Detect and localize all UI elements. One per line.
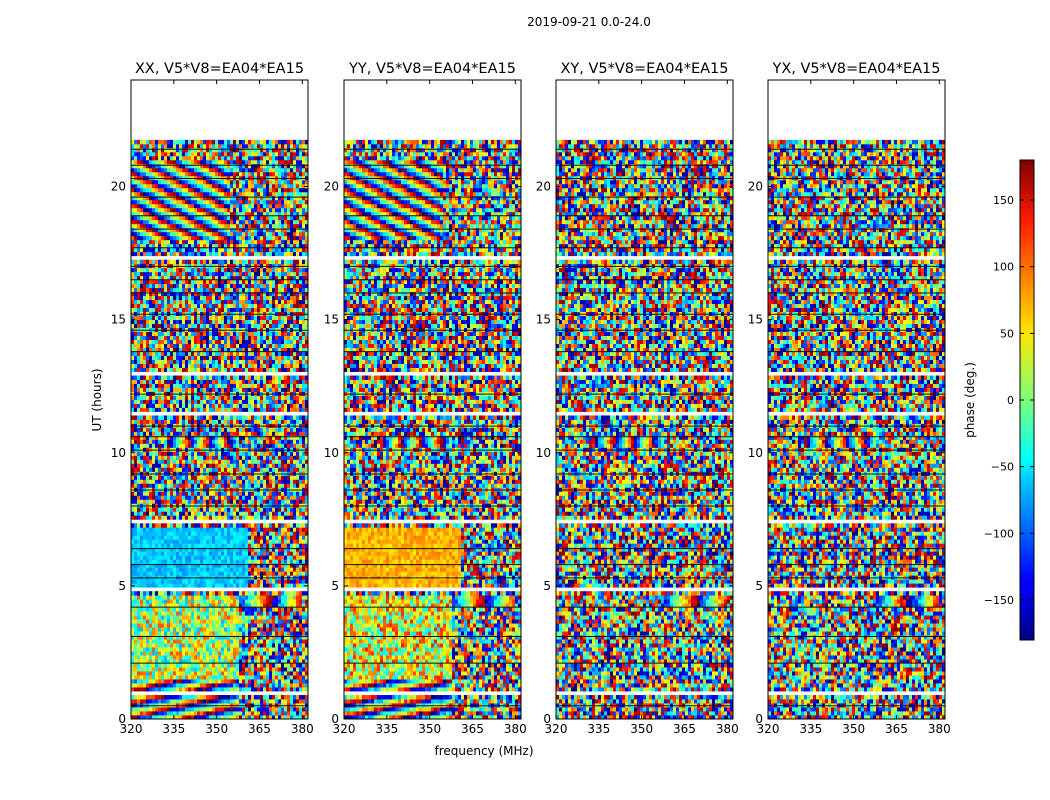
panel-title: YX, V5*V8=EA04*EA15 [771, 61, 940, 77]
y-tick-label: 10 [324, 446, 339, 460]
x-tick-label: 380 [928, 722, 951, 736]
phase-heatmap-xy [556, 80, 733, 719]
colorbar-tick-label: −150 [984, 594, 1014, 607]
panel-yx: YX, V5*V8=EA04*EA15 320 335 350 365 380 0 5 10 15… [748, 61, 951, 736]
y-tick-label: 20 [748, 180, 763, 194]
panel-title: YY, V5*V8=EA04*EA15 [348, 61, 516, 77]
x-tick-label: 350 [418, 722, 441, 736]
x-tick-label: 380 [716, 722, 739, 736]
x-tick-label: 335 [587, 722, 610, 736]
colorbar-tick-label: −100 [984, 527, 1014, 540]
y-tick-label: 5 [543, 579, 551, 593]
y-tick-label: 15 [324, 313, 339, 327]
y-tick-label: 0 [755, 712, 763, 726]
panel-xx: XX, V5*V8=EA04*EA15 320 335 350 365 380 0 5 10 15… [111, 61, 314, 736]
colorbar-label: phase (deg.) [963, 362, 977, 438]
x-axis-label: frequency (MHz) [434, 744, 533, 758]
x-tick-label: 335 [375, 722, 398, 736]
x-tick-label: 350 [842, 722, 865, 736]
y-tick-label: 20 [111, 180, 126, 194]
colorbar-tick-label: 50 [1000, 327, 1014, 340]
y-tick-label: 10 [111, 446, 126, 460]
y-tick-label: 10 [748, 446, 763, 460]
y-tick-label: 15 [536, 313, 551, 327]
y-tick-label: 20 [324, 180, 339, 194]
y-tick-label: 0 [118, 712, 126, 726]
x-tick-label: 365 [885, 722, 908, 736]
x-tick-label: 365 [673, 722, 696, 736]
x-tick-label: 320 [333, 722, 356, 736]
x-tick-label: 350 [205, 722, 228, 736]
y-tick-label: 5 [755, 579, 763, 593]
colorbar-tick-label: 150 [993, 194, 1014, 207]
panel-title: XX, V5*V8=EA04*EA15 [135, 61, 304, 77]
colorbar: 150 100 50 0 −50 −100 −150 phase (deg.) [963, 159, 1035, 641]
phase-heatmap-yx [768, 80, 945, 719]
x-tick-label: 350 [630, 722, 653, 736]
y-tick-label: 10 [536, 446, 551, 460]
x-tick-label: 365 [461, 722, 484, 736]
x-tick-label: 320 [757, 722, 780, 736]
y-axis-label: UT (hours) [90, 368, 104, 431]
panel-xy: XY, V5*V8=EA04*EA15 320 335 350 365 380 0 5 10 15… [536, 61, 739, 736]
x-tick-label: 380 [504, 722, 527, 736]
panel-yy: YY, V5*V8=EA04*EA15 320 335 350 365 380 0 5 10 15… [324, 61, 527, 736]
colorbar-tick-label: 0 [1007, 394, 1014, 407]
panel-title: XY, V5*V8=EA04*EA15 [560, 61, 728, 77]
axes-frame [130, 79, 309, 720]
y-tick-label: 20 [536, 180, 551, 194]
x-tick-label: 320 [545, 722, 568, 736]
colorbar-tick-label: −50 [991, 461, 1014, 474]
y-tick-label: 0 [331, 712, 339, 726]
x-tick-label: 380 [291, 722, 314, 736]
axes-frame [767, 79, 946, 720]
y-tick-label: 0 [543, 712, 551, 726]
axes-frame [343, 79, 522, 720]
x-tick-label: 335 [162, 722, 185, 736]
y-tick-label: 15 [111, 313, 126, 327]
colorbar-ticks: 150 100 50 0 −50 −100 −150 [984, 194, 1034, 607]
x-tick-label: 335 [799, 722, 822, 736]
x-tick-label: 320 [120, 722, 143, 736]
axes-frame [555, 79, 734, 720]
y-tick-label: 5 [118, 579, 126, 593]
phase-heatmap-yy [344, 80, 521, 719]
panels: XX, V5*V8=EA04*EA15 320 335 350 365 380 0 5 10 15… [111, 61, 951, 736]
phase-heatmap-xx [131, 80, 308, 719]
figure-suptitle: 2019-09-21 0.0-24.0 [527, 15, 651, 29]
colorbar-tick-label: 100 [993, 261, 1014, 274]
y-tick-label: 5 [331, 579, 339, 593]
x-tick-label: 365 [248, 722, 271, 736]
y-tick-label: 15 [748, 313, 763, 327]
